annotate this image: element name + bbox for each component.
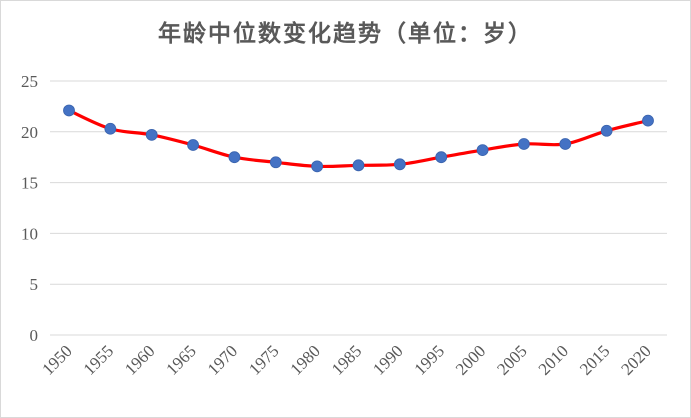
x-tick-label: 2000 (452, 341, 489, 378)
x-axis-ticks: 1950 1955 1960 1965 1970 1975 1980 1985 1990 1995… (38, 341, 654, 378)
y-tick-label: 25 (21, 72, 38, 91)
data-point (435, 151, 448, 164)
gridlines (50, 80, 667, 336)
y-tick-label: 0 (30, 326, 39, 345)
x-tick-label: 1965 (162, 341, 199, 378)
data-point (311, 160, 324, 173)
x-tick-label: 2010 (535, 341, 572, 378)
y-tick-label: 20 (21, 123, 38, 142)
data-point (63, 104, 75, 117)
x-tick-label: 1980 (286, 341, 323, 378)
chart-title: 年龄中位数变化趋势（单位：岁） (158, 21, 533, 47)
data-point (269, 156, 282, 169)
series-markers (63, 104, 654, 173)
x-tick-label: 2015 (576, 341, 613, 378)
data-point (559, 138, 572, 150)
x-tick-label: 1995 (411, 341, 448, 378)
data-point (104, 122, 117, 135)
y-axis-ticks: 0 5 10 15 20 25 (21, 72, 38, 345)
data-point (518, 138, 530, 150)
data-point (642, 114, 654, 127)
x-tick-label: 1985 (328, 341, 365, 378)
y-tick-label: 5 (30, 275, 39, 294)
x-tick-label: 1950 (38, 341, 75, 378)
y-tick-label: 10 (21, 224, 38, 243)
data-point (352, 159, 365, 172)
x-tick-label: 1955 (80, 341, 117, 378)
data-point (145, 128, 158, 141)
x-tick-label: 1960 (121, 341, 158, 378)
x-tick-label: 2020 (617, 341, 654, 378)
x-tick-label: 1975 (245, 341, 282, 378)
data-point (393, 158, 406, 171)
y-tick-label: 15 (21, 174, 38, 193)
data-point (476, 144, 489, 156)
data-point (600, 124, 613, 137)
x-tick-label: 1990 (369, 341, 406, 378)
data-point (187, 139, 199, 151)
x-tick-label: 2005 (493, 341, 530, 378)
x-tick-label: 1970 (204, 341, 241, 378)
data-point (228, 151, 241, 164)
